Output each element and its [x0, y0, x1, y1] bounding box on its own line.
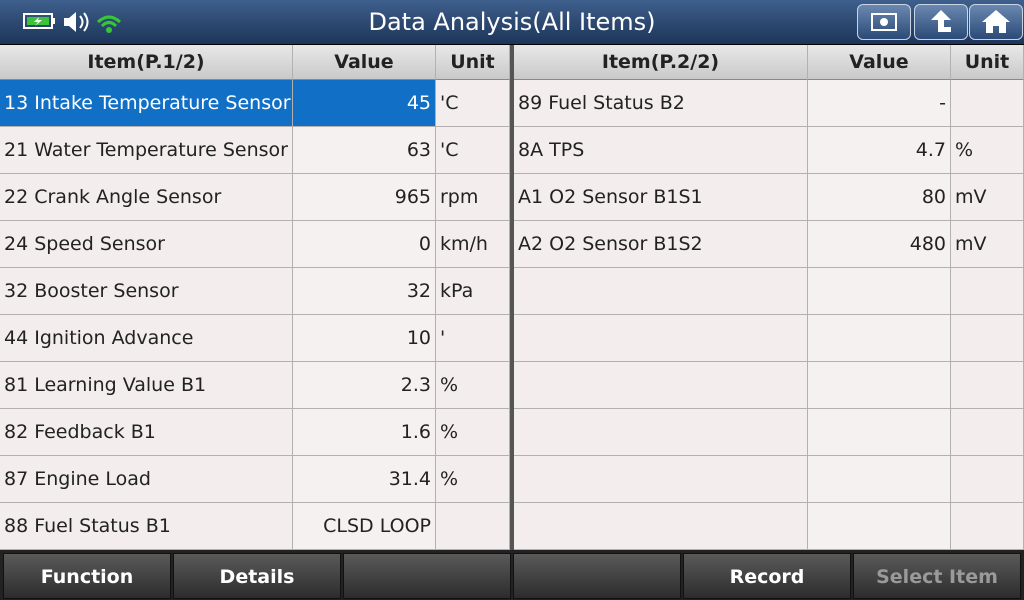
- cell-unit: 'C: [436, 127, 510, 174]
- empty-cell: [808, 409, 951, 456]
- cell-unit: mV: [951, 174, 1024, 221]
- empty-cell: [951, 315, 1024, 362]
- cell-unit: km/h: [436, 221, 510, 268]
- empty-cell: [808, 268, 951, 315]
- back-button[interactable]: [914, 4, 968, 40]
- cell-unit: %: [436, 456, 510, 503]
- cell-item: 44 Ignition Advance: [0, 315, 293, 362]
- cell-value: 10: [293, 315, 436, 362]
- cell-item: 82 Feedback B1: [0, 409, 293, 456]
- empty-cell: [951, 456, 1024, 503]
- cell-unit: ': [436, 315, 510, 362]
- empty-cell: [514, 409, 808, 456]
- cell-item: A1 O2 Sensor B1S1: [514, 174, 808, 221]
- cell-value: 63: [293, 127, 436, 174]
- record-button[interactable]: Record: [683, 553, 851, 599]
- cell-item: 24 Speed Sensor: [0, 221, 293, 268]
- empty-cell: [808, 315, 951, 362]
- function-button[interactable]: Function: [3, 553, 171, 599]
- right-table: Item(P.2/2) Value Unit 89 Fuel Status B2-8A…: [514, 45, 1024, 550]
- cell-item: 81 Learning Value B1: [0, 362, 293, 409]
- empty-cell: [808, 503, 951, 550]
- empty-cell: [808, 362, 951, 409]
- cell-item: 13 Intake Temperature Sensor: [0, 80, 293, 127]
- cell-value: 1.6: [293, 409, 436, 456]
- cell-item: A2 O2 Sensor B1S2: [514, 221, 808, 268]
- cell-value: 2.3: [293, 362, 436, 409]
- select-item-button: Select Item: [853, 553, 1021, 599]
- empty-cell: [514, 315, 808, 362]
- cell-value: -: [808, 80, 951, 127]
- cell-unit: %: [436, 409, 510, 456]
- empty-button[interactable]: [343, 553, 511, 599]
- left-table: Item(P.1/2) Value Unit 13 Intake Temperatur…: [0, 45, 510, 550]
- cell-unit: rpm: [436, 174, 510, 221]
- cell-item: 32 Booster Sensor: [0, 268, 293, 315]
- cell-unit: %: [436, 362, 510, 409]
- screenshot-button[interactable]: [857, 4, 911, 40]
- cell-unit: [951, 80, 1024, 127]
- cell-value: 31.4: [293, 456, 436, 503]
- cell-item: 87 Engine Load: [0, 456, 293, 503]
- empty-cell: [514, 362, 808, 409]
- column-header: Value: [808, 45, 951, 80]
- cell-unit: mV: [951, 221, 1024, 268]
- empty-cell: [951, 409, 1024, 456]
- cell-value: 80: [808, 174, 951, 221]
- details-button[interactable]: Details: [173, 553, 341, 599]
- cell-item: 22 Crank Angle Sensor: [0, 174, 293, 221]
- empty-cell: [514, 268, 808, 315]
- empty-cell: [514, 503, 808, 550]
- cell-item: 8A TPS: [514, 127, 808, 174]
- cell-item: 88 Fuel Status B1: [0, 503, 293, 550]
- column-header: Unit: [951, 45, 1024, 80]
- cell-value: 480: [808, 221, 951, 268]
- column-header: Unit: [436, 45, 510, 80]
- cell-unit: kPa: [436, 268, 510, 315]
- empty-cell: [951, 362, 1024, 409]
- empty-cell: [514, 456, 808, 503]
- cell-value: 965: [293, 174, 436, 221]
- cell-item: 21 Water Temperature Sensor: [0, 127, 293, 174]
- status-icons: [23, 12, 122, 33]
- cell-value: 45: [293, 80, 436, 127]
- cell-value: 32: [293, 268, 436, 315]
- cell-unit: %: [951, 127, 1024, 174]
- cell-value: 4.7: [808, 127, 951, 174]
- footer: Function Details Record Select Item: [0, 550, 1024, 600]
- title: Data Analysis(All Items): [368, 8, 656, 36]
- empty-cell: [951, 503, 1024, 550]
- column-header: Value: [293, 45, 436, 80]
- home-button[interactable]: [969, 4, 1023, 40]
- cell-unit: 'C: [436, 80, 510, 127]
- empty-cell: [808, 456, 951, 503]
- cell-item: 89 Fuel Status B2: [514, 80, 808, 127]
- divider: [510, 45, 514, 550]
- cell-value: 0: [293, 221, 436, 268]
- top-bar: Data Analysis(All Items): [0, 0, 1024, 45]
- column-header: Item(P.1/2): [0, 45, 293, 80]
- cell-value: CLSD LOOP: [293, 503, 436, 550]
- cell-unit: [436, 503, 510, 550]
- empty-cell: [951, 268, 1024, 315]
- empty-button[interactable]: [513, 553, 681, 599]
- column-header: Item(P.2/2): [514, 45, 808, 80]
